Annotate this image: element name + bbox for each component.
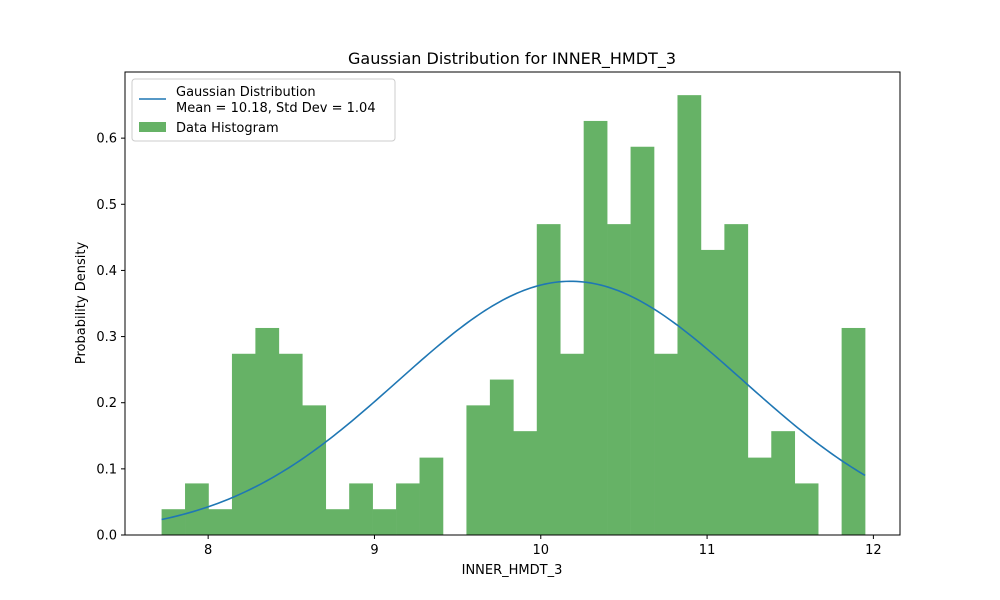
histogram-bar (513, 431, 538, 535)
histogram-bar (724, 224, 749, 535)
x-tick-label: 12 (865, 543, 882, 558)
legend: Gaussian Distribution Mean = 10.18, Std … (131, 78, 396, 142)
y-tick-label: 0.5 (96, 198, 117, 213)
histogram-bar (185, 483, 209, 535)
histogram-bar (208, 509, 233, 535)
y-tick-label: 0.1 (96, 462, 117, 477)
histogram-bar (466, 405, 491, 535)
histogram-bar (583, 120, 608, 536)
histogram-bar (372, 509, 397, 535)
histogram-bar (607, 224, 631, 535)
y-tick-label: 0.3 (96, 330, 117, 345)
histogram-bar (841, 327, 866, 535)
histogram-bar (654, 353, 678, 535)
histogram-bar (325, 509, 350, 535)
chart-title: Gaussian Distribution for INNER_HMDT_3 (348, 49, 676, 69)
histogram-bar (536, 224, 561, 535)
histogram-bar (278, 353, 303, 535)
gaussian-curve (161, 280, 866, 521)
y-axis-ticks: 0.0 0.1 0.2 0.3 0.4 0.5 0.6 (96, 132, 125, 544)
histogram-bar (419, 457, 444, 535)
histogram-bar (677, 95, 702, 536)
histogram-bar (231, 353, 256, 535)
y-tick-label: 0.2 (96, 396, 117, 411)
histogram-bar (630, 146, 655, 535)
histogram-bar (771, 431, 796, 535)
histogram-bar (700, 249, 725, 535)
histogram-bar (560, 353, 584, 535)
histogram-bar (396, 483, 420, 535)
y-tick-label: 0.4 (96, 264, 117, 279)
x-tick-label: 11 (699, 543, 716, 558)
y-tick-label: 0.6 (96, 132, 117, 147)
histogram-bar (255, 327, 280, 535)
histogram-bar (349, 483, 373, 535)
legend-histogram-label: Data Histogram (176, 121, 279, 136)
histogram-bar (747, 457, 772, 535)
x-axis-label: INNER_HMDT_3 (462, 563, 563, 578)
x-tick-label: 9 (370, 543, 378, 558)
y-axis-label: Probability Density (74, 242, 89, 365)
legend-gaussian-stats: Mean = 10.18, Std Dev = 1.04 (176, 101, 376, 116)
histogram-bar (161, 509, 186, 535)
legend-gaussian-label: Gaussian Distribution (176, 85, 316, 100)
histogram-bar (489, 379, 514, 535)
plot-frame (124, 71, 901, 536)
y-tick-label: 0.0 (96, 529, 117, 544)
legend-patch-marker (139, 122, 166, 132)
x-tick-label: 8 (204, 543, 212, 558)
x-tick-label: 10 (532, 543, 549, 558)
histogram-bar (302, 405, 327, 535)
histogram-bar (794, 483, 819, 535)
x-axis-ticks: 8 9 10 11 12 (204, 535, 882, 558)
legend-box (131, 78, 396, 142)
